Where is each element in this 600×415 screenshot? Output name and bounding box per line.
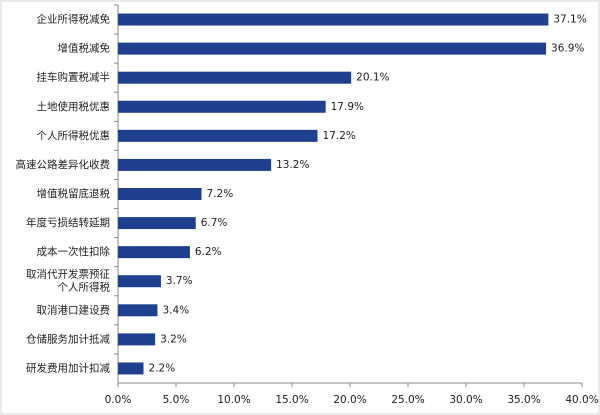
value-label: 7.2%: [207, 188, 234, 200]
y-tick-label: 挂车购置税减半: [37, 71, 111, 84]
x-tick-label: 10.0%: [217, 394, 250, 406]
y-tick-label: 研发费用加计扣减: [26, 361, 110, 374]
x-tick-label: 0.0%: [105, 394, 132, 406]
y-tick-label: 取消代开发票预征个人所得税: [26, 268, 110, 294]
value-label: 13.2%: [276, 159, 309, 171]
y-tick-label: 成本一次性扣除: [37, 245, 111, 258]
bar: [118, 158, 272, 171]
x-tick-label: 20.0%: [333, 394, 366, 406]
bar: [118, 188, 202, 200]
value-label: 20.1%: [356, 72, 389, 84]
y-tick-label: 增值税减免: [58, 42, 111, 55]
bar: [118, 246, 190, 259]
x-tick-label: 15.0%: [275, 394, 308, 406]
bar: [118, 42, 547, 55]
value-label: 36.9%: [551, 43, 584, 55]
bar: [118, 100, 326, 113]
x-tick-label: 5.0%: [163, 394, 190, 406]
value-label: 37.1%: [553, 14, 586, 26]
bar: [118, 13, 549, 26]
x-tick-label: 35.0%: [507, 394, 540, 406]
value-label: 2.2%: [149, 362, 176, 374]
value-label: 3.4%: [162, 304, 189, 316]
x-tick-label: 25.0%: [391, 394, 424, 406]
value-label: 6.2%: [195, 246, 222, 258]
x-tick-label: 40.0%: [565, 394, 598, 406]
y-tick-label: 仓储服务加计抵减: [26, 332, 110, 345]
bar: [118, 362, 144, 375]
bar: [118, 71, 352, 84]
bar: [118, 304, 158, 317]
y-tick-label: 企业所得税减免: [37, 13, 111, 26]
y-tick-label: 高速公路差异化收费: [16, 158, 111, 171]
y-tick-label: 年度亏损结转延期: [26, 216, 110, 229]
value-label: 17.2%: [323, 130, 356, 142]
x-tick-label: 30.0%: [449, 394, 482, 406]
y-tick-label: 取消港口建设费: [37, 303, 111, 316]
value-label: 6.7%: [201, 217, 228, 229]
y-tick-label: 增值税留底退税: [37, 187, 111, 200]
value-label: 3.2%: [160, 333, 187, 345]
y-tick-label: 土地使用税优惠: [37, 100, 111, 113]
bar: [118, 275, 161, 288]
value-label: 3.7%: [166, 275, 193, 287]
bar: [118, 217, 196, 230]
bar: [118, 129, 318, 142]
value-label: 17.9%: [331, 101, 364, 113]
bar: [118, 333, 156, 346]
y-tick-label: 个人所得税优惠: [37, 129, 111, 142]
